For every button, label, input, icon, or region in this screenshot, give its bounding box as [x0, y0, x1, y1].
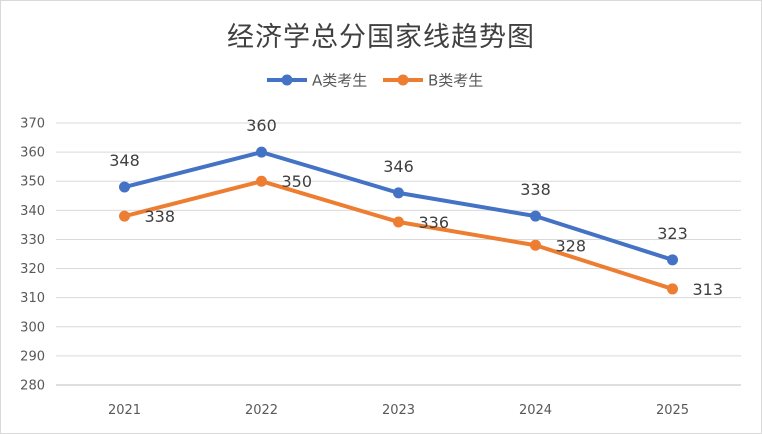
data-label: 336: [419, 213, 450, 232]
data-point: [119, 181, 130, 193]
data-point: [256, 175, 267, 187]
legend-marker: [281, 74, 293, 86]
data-label: 348: [109, 151, 140, 170]
data-label: 338: [520, 180, 551, 199]
data-label: 360: [246, 116, 277, 135]
x-tick-label: 2021: [108, 403, 141, 418]
data-label: 350: [282, 172, 313, 191]
data-label: 328: [556, 236, 587, 255]
data-point: [256, 146, 267, 158]
chart-title: 经济学总分国家线趋势图: [227, 22, 535, 53]
y-tick-label: 310: [20, 291, 45, 306]
legend-marker: [397, 74, 409, 86]
legend-label: B类考生: [428, 72, 483, 90]
data-label: 323: [657, 224, 688, 243]
data-label: 313: [693, 280, 724, 299]
y-tick-label: 330: [20, 233, 45, 248]
x-tick-label: 2023: [382, 403, 415, 418]
legend-label: A类考生: [312, 72, 367, 90]
y-tick-label: 370: [20, 117, 45, 132]
y-tick-label: 340: [20, 204, 45, 219]
data-label: 346: [383, 157, 414, 176]
data-point: [393, 187, 404, 199]
y-tick-label: 280: [20, 379, 45, 394]
data-point: [667, 283, 678, 295]
data-label: 338: [145, 207, 176, 226]
data-point: [393, 216, 404, 228]
y-tick-label: 320: [20, 262, 45, 277]
data-point: [667, 254, 678, 266]
y-tick-label: 360: [20, 146, 45, 161]
data-point: [530, 239, 541, 251]
data-point: [530, 210, 541, 222]
x-tick-label: 2025: [656, 403, 689, 418]
data-point: [119, 210, 130, 222]
x-tick-label: 2024: [519, 403, 552, 418]
y-tick-label: 350: [20, 175, 45, 190]
y-tick-label: 290: [20, 349, 45, 364]
x-tick-label: 2022: [245, 403, 278, 418]
y-tick-label: 300: [20, 320, 45, 335]
